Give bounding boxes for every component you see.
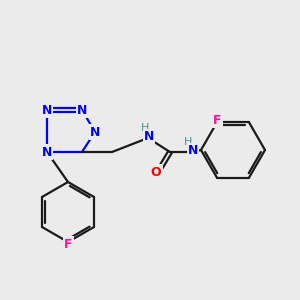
Text: F: F — [213, 114, 221, 127]
Text: N: N — [144, 130, 154, 143]
Text: N: N — [90, 125, 100, 139]
Text: N: N — [77, 103, 87, 116]
Text: O: O — [151, 166, 161, 178]
Text: F: F — [64, 238, 72, 250]
Text: H: H — [141, 123, 149, 133]
Text: N: N — [42, 146, 52, 158]
Text: N: N — [42, 103, 52, 116]
Text: H: H — [184, 137, 192, 147]
Text: N: N — [188, 145, 198, 158]
